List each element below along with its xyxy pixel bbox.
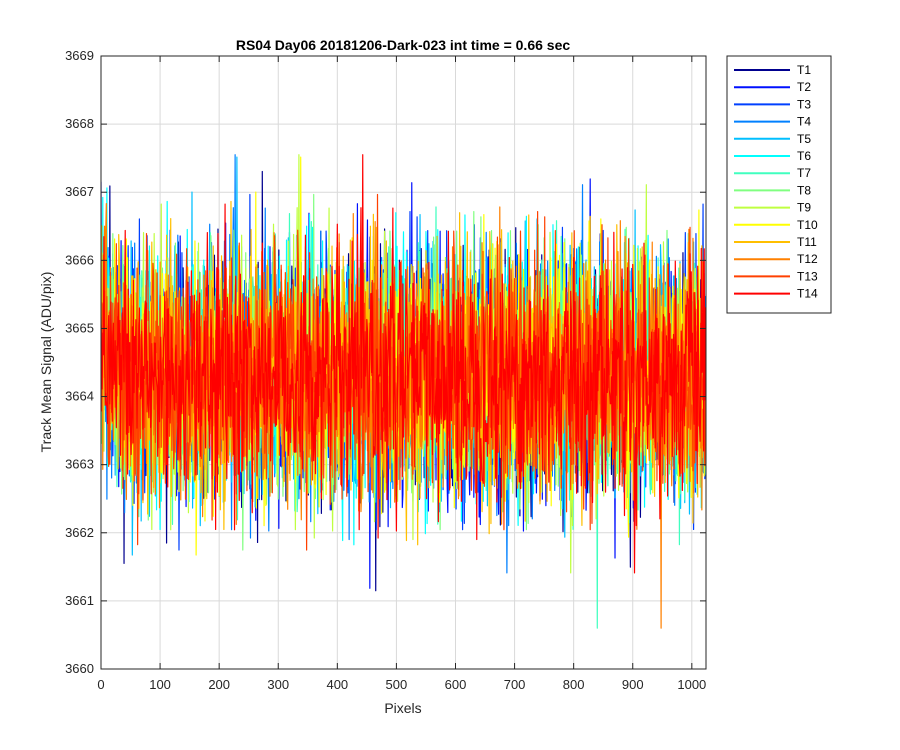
legend-label: T3 xyxy=(797,97,811,111)
x-tick-label: 500 xyxy=(386,677,408,692)
legend-label: T1 xyxy=(797,63,811,77)
legend-label: T11 xyxy=(797,235,817,249)
y-tick-label: 3664 xyxy=(65,389,94,404)
legend-label: T14 xyxy=(797,287,818,301)
chart-title: RS04 Day06 20181206-Dark-023 int time = … xyxy=(236,37,570,53)
y-axis-label: Track Mean Signal (ADU/pix) xyxy=(38,272,54,453)
legend-label: T12 xyxy=(797,252,818,266)
legend-label: T13 xyxy=(797,269,818,283)
x-tick-label: 300 xyxy=(267,677,289,692)
y-tick-label: 3665 xyxy=(65,320,94,335)
x-tick-label: 200 xyxy=(208,677,230,692)
y-tick-label: 3661 xyxy=(65,593,94,608)
x-tick-label: 600 xyxy=(445,677,467,692)
y-tick-label: 3663 xyxy=(65,457,94,472)
y-axis: 3660 3661 3662 3663 3664 3665 3666 3667 3668 3669 xyxy=(65,48,706,676)
y-tick-label: 3660 xyxy=(65,661,94,676)
series-line-t14 xyxy=(101,154,706,574)
legend-label: T6 xyxy=(797,149,811,163)
legend-label: T9 xyxy=(797,201,811,215)
y-tick-label: 3669 xyxy=(65,48,94,63)
legend-label: T7 xyxy=(797,166,811,180)
legend-label: T2 xyxy=(797,80,811,94)
x-tick-label: 0 xyxy=(97,677,104,692)
y-tick-label: 3667 xyxy=(65,184,94,199)
y-tick-label: 3666 xyxy=(65,252,94,267)
x-tick-label: 400 xyxy=(326,677,348,692)
legend-label: T4 xyxy=(797,115,811,129)
x-tick-label: 1000 xyxy=(677,677,706,692)
legend-label: T8 xyxy=(797,183,811,197)
y-tick-label: 3662 xyxy=(65,525,94,540)
y-tick-label: 3668 xyxy=(65,116,94,131)
x-tick-label: 100 xyxy=(149,677,171,692)
series-layer xyxy=(101,154,706,629)
x-tick-label: 800 xyxy=(563,677,585,692)
x-tick-label: 900 xyxy=(622,677,644,692)
legend-box xyxy=(726,55,832,314)
plot-frame xyxy=(100,55,707,670)
legend-label: T10 xyxy=(797,218,818,232)
legend: T1 T2 T3 T4 T5 T6 T7 T8 T9 T10 T11 T12 T13 T14 xyxy=(726,55,832,314)
x-axis: 0 100 200 300 400 500 600 700 800 900 1000 xyxy=(97,56,706,692)
x-tick-label: 700 xyxy=(504,677,526,692)
x-axis-label: Pixels xyxy=(384,700,421,716)
legend-label: T5 xyxy=(797,132,811,146)
